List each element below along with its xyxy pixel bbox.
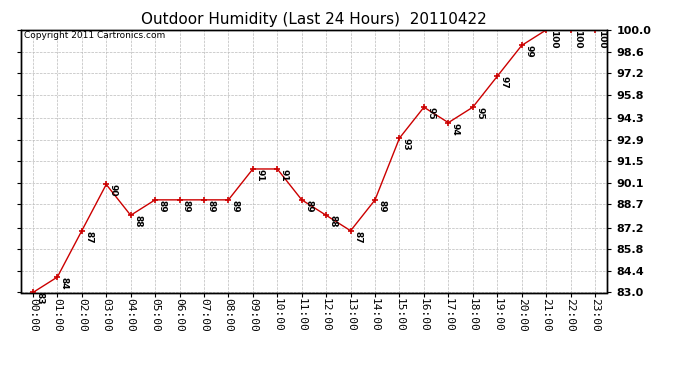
Text: 100: 100 — [573, 30, 582, 48]
Text: 90: 90 — [109, 184, 118, 197]
Text: 95: 95 — [475, 107, 484, 120]
Text: 95: 95 — [426, 107, 435, 120]
Text: 94: 94 — [451, 123, 460, 135]
Text: 91: 91 — [255, 169, 264, 182]
Text: 83: 83 — [35, 292, 44, 305]
Text: 88: 88 — [328, 215, 337, 228]
Text: 88: 88 — [133, 215, 142, 228]
Text: 89: 89 — [377, 200, 386, 213]
Text: 87: 87 — [84, 231, 93, 243]
Text: 91: 91 — [279, 169, 288, 182]
Text: 87: 87 — [353, 231, 362, 243]
Text: Copyright 2011 Cartronics.com: Copyright 2011 Cartronics.com — [23, 32, 165, 40]
Text: 89: 89 — [231, 200, 240, 213]
Text: 99: 99 — [524, 45, 533, 58]
Text: 100: 100 — [549, 30, 558, 48]
Title: Outdoor Humidity (Last 24 Hours)  20110422: Outdoor Humidity (Last 24 Hours) 2011042… — [141, 12, 487, 27]
Text: 89: 89 — [157, 200, 166, 213]
Text: 93: 93 — [402, 138, 411, 151]
Text: 100: 100 — [598, 30, 607, 48]
Text: 89: 89 — [304, 200, 313, 213]
Text: 89: 89 — [206, 200, 215, 213]
Text: 89: 89 — [182, 200, 191, 213]
Text: 84: 84 — [60, 277, 69, 290]
Text: 97: 97 — [500, 76, 509, 89]
